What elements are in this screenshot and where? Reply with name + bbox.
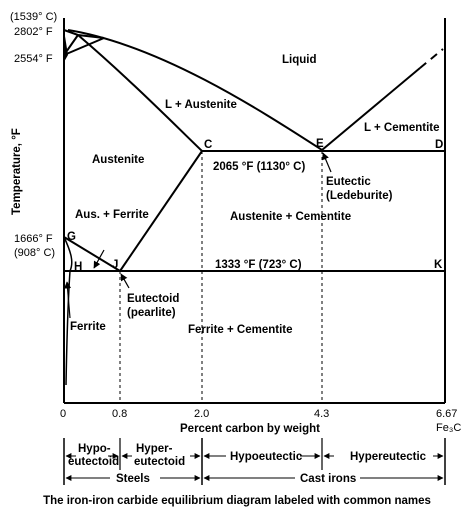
label-hypoeutectic: Hypoeutectic (230, 451, 303, 463)
alpha-solvus (63, 236, 73, 386)
ledeburite-label: (Ledeburite) (326, 190, 393, 202)
label-hyper-eutectoid-2: eutectoid (134, 456, 185, 468)
liquidus-right (321, 67, 421, 151)
liquidus-left (67, 29, 323, 151)
x-axis-title: Percent carbon by weight (180, 423, 320, 435)
xtick-4-3: 4.3 (314, 408, 329, 420)
solidus (77, 34, 203, 152)
a3-line (63, 236, 121, 272)
acm-line (119, 150, 203, 272)
region-ferrite: Ferrite (70, 321, 106, 333)
eutectic-label: Eutectic (326, 176, 371, 188)
eutectoid-arrow (120, 273, 130, 289)
delta-region (64, 30, 68, 62)
point-e: E (316, 138, 324, 150)
xtick-0: 0 (60, 408, 66, 420)
ytick-1666: 1666° F (14, 233, 53, 245)
liquidus-right-dashed (419, 48, 444, 69)
ferrite-arrow (63, 281, 72, 319)
eutectoid-label: Eutectoid (127, 293, 179, 305)
label-hypo-eutectoid-1: Hypo- (78, 443, 111, 455)
label-steels: Steels (116, 473, 150, 485)
point-h: H (74, 261, 82, 273)
xtick-2-0: 2.0 (194, 408, 209, 420)
point-c: C (204, 139, 212, 151)
point-j: J (112, 259, 118, 271)
region-ferrite-cementite: Ferrite + Cementite (188, 324, 293, 336)
region-austenite: Austenite (92, 154, 144, 166)
ytick-2554: 2554° F (14, 53, 53, 65)
point-g: G (67, 231, 76, 243)
x-end-label: Fe₃C (436, 422, 461, 434)
xtick-0-8: 0.8 (112, 408, 127, 420)
region-liquid: Liquid (282, 54, 317, 66)
caption: The iron-iron carbide equilibrium diagra… (43, 495, 431, 507)
xtick-6-67: 6.67 (436, 408, 457, 420)
region-aus-ferrite: Aus. + Ferrite (75, 209, 149, 221)
ytick-908c: (908° C) (14, 247, 55, 259)
label-hypereutectic: Hypereutectic (350, 451, 427, 463)
aus-ferrite-arrow (93, 249, 105, 269)
y-axis-title: Temperature, °F (11, 128, 23, 215)
eutectoid-temp-label: 1333 °F (723° C) (215, 259, 302, 271)
label-hyper-eutectoid-1: Hyper- (136, 443, 173, 455)
region-austenite-cementite: Austenite + Cementite (230, 211, 351, 223)
label-hypo-eutectoid-2: eutectoid (68, 456, 119, 468)
point-k: K (434, 259, 443, 271)
ytick-2802: 2802° F (14, 26, 53, 38)
eutectic-temp-label: 2065 °F (1130° C) (213, 161, 305, 173)
pearlite-label: (pearlite) (127, 307, 176, 319)
eutectic-arrow (322, 152, 332, 173)
label-cast-irons: Cast irons (300, 473, 356, 485)
point-d: D (435, 139, 443, 151)
ytick-1539c: (1539° C) (10, 11, 57, 23)
region-l-austenite: L + Austenite (165, 99, 237, 111)
region-l-cementite: L + Cementite (364, 122, 440, 134)
